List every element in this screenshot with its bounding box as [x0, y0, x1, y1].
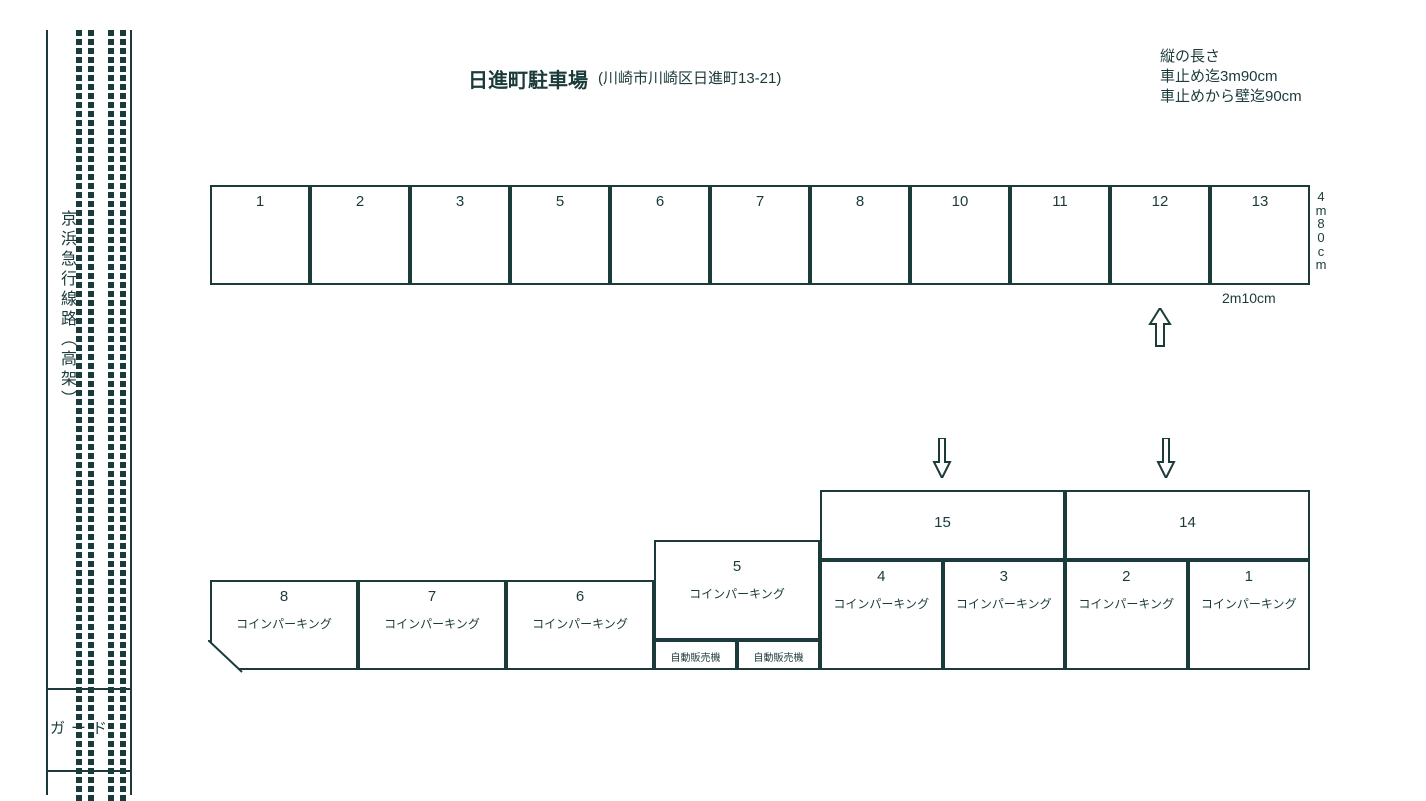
coin-slot-3: 3 コインパーキング: [943, 560, 1066, 670]
guard-label: ガード: [50, 720, 113, 739]
rail-outer-left: [46, 30, 48, 795]
notes-line1: 車止め迄3m90cm: [1160, 68, 1278, 87]
vending-right-label: 自動販売機: [739, 649, 818, 664]
top-slot-8: 8: [810, 185, 910, 285]
guard-line-bot: [46, 770, 132, 772]
coin-slot-2: 2 コインパーキング: [1065, 560, 1188, 670]
coin-slot-5-label: コインパーキング: [656, 585, 818, 602]
coin-slot-8-label: コインパーキング: [212, 615, 356, 632]
dim-depth-value: 4m80cm: [1314, 190, 1328, 272]
coin-slot-1: 1 コインパーキング: [1188, 560, 1311, 670]
top-slot-7: 7: [710, 185, 810, 285]
top-slot-5-num: 5: [512, 193, 608, 210]
diagram-subtitle: (川崎市川崎区日進町13-21): [598, 67, 781, 88]
vending-left: 自動販売機: [654, 640, 737, 670]
coin-slot-7-label: コインパーキング: [360, 615, 504, 632]
coin-slot-7: 7 コインパーキング: [358, 580, 506, 670]
top-slot-6-num: 6: [612, 193, 708, 210]
arrow-down-1-icon: [932, 438, 952, 478]
coin-slot-2-label: コインパーキング: [1067, 595, 1186, 612]
rail-outer-right: [130, 30, 132, 795]
rail-track-2: [88, 30, 94, 801]
coin-slot-1-num: 1: [1190, 568, 1309, 585]
coin-slot-6-label: コインパーキング: [508, 615, 652, 632]
top-slot-10-num: 10: [912, 193, 1008, 210]
rail-track-3: [108, 30, 114, 801]
coin-slot-8-num: 8: [212, 588, 356, 605]
vending-right: 自動販売機: [737, 640, 820, 670]
top-slot-1: 1: [210, 185, 310, 285]
top-slot-13-num: 13: [1212, 193, 1308, 210]
dim-depth: 4m80cm: [1314, 190, 1328, 272]
top-slot-1-num: 1: [212, 193, 308, 210]
coin-slot-6: 6 コインパーキング: [506, 580, 654, 670]
slot-15-num: 15: [822, 514, 1063, 531]
rail-track-1: [76, 30, 82, 801]
notes-line2: 車止めから壁迄90cm: [1160, 88, 1302, 107]
top-slot-13: 13: [1210, 185, 1310, 285]
slot-14-num: 14: [1067, 514, 1308, 531]
arrow-up-icon: [1148, 308, 1172, 348]
coin-slot-3-label: コインパーキング: [945, 595, 1064, 612]
vending-left-label: 自動販売機: [656, 649, 735, 664]
top-slot-12: 12: [1110, 185, 1210, 285]
cut-corner-icon: [208, 640, 244, 674]
coin-slot-4: 4 コインパーキング: [820, 560, 943, 670]
coin-slot-4-label: コインパーキング: [822, 595, 941, 612]
railway-label: 京浜急行線路（高架）: [54, 210, 78, 410]
rail-track-4: [120, 30, 126, 801]
diagram-title: 日進町駐車場: [468, 64, 588, 93]
coin-slot-2-num: 2: [1067, 568, 1186, 585]
coin-slot-6-num: 6: [508, 588, 652, 605]
coin-slot-5-num: 5: [656, 558, 818, 575]
arrow-down-2-icon: [1156, 438, 1176, 478]
top-slot-11: 11: [1010, 185, 1110, 285]
slot-15: 15: [820, 490, 1065, 560]
notes-heading: 縦の長さ: [1160, 48, 1220, 67]
coin-slot-5: 5 コインパーキング: [654, 540, 820, 640]
top-slot-8-num: 8: [812, 193, 908, 210]
top-slot-11-num: 11: [1012, 193, 1108, 210]
top-slot-3: 3: [410, 185, 510, 285]
top-slot-3-num: 3: [412, 193, 508, 210]
dim-width: 2m10cm: [1222, 290, 1276, 306]
top-slot-6: 6: [610, 185, 710, 285]
coin-slot-3-num: 3: [945, 568, 1064, 585]
parking-layout-diagram: 日進町駐車場 (川崎市川崎区日進町13-21) 縦の長さ 車止め迄3m90cm …: [0, 0, 1426, 795]
top-slot-5: 5: [510, 185, 610, 285]
coin-slot-7-num: 7: [360, 588, 504, 605]
top-slot-7-num: 7: [712, 193, 808, 210]
top-slot-12-num: 12: [1112, 193, 1208, 210]
top-slot-10: 10: [910, 185, 1010, 285]
top-slot-2: 2: [310, 185, 410, 285]
slot-14: 14: [1065, 490, 1310, 560]
coin-slot-1-label: コインパーキング: [1190, 595, 1309, 612]
guard-line-top: [46, 688, 132, 690]
top-slot-2-num: 2: [312, 193, 408, 210]
coin-slot-4-num: 4: [822, 568, 941, 585]
